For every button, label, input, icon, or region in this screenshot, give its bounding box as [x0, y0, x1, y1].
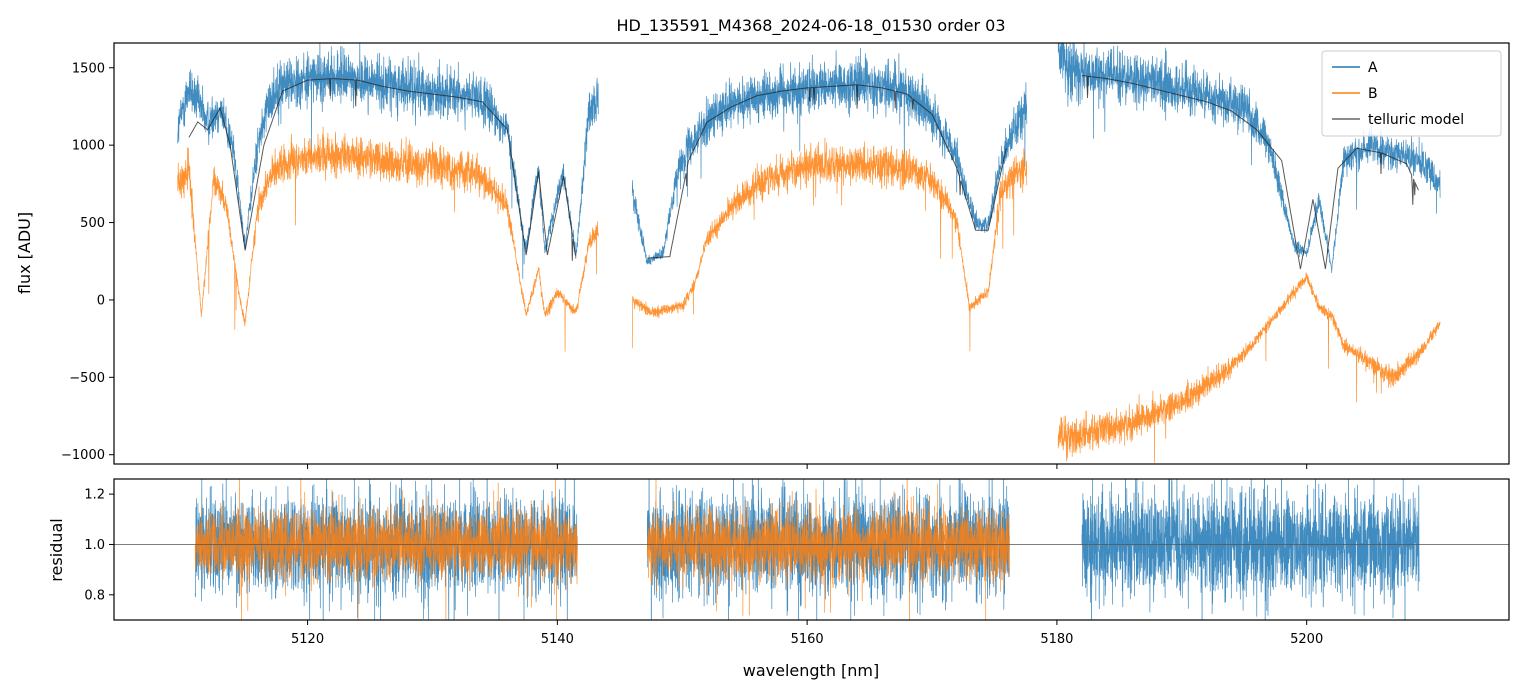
residual-plot-area	[114, 479, 1509, 620]
legend-label-a: A	[1368, 60, 1378, 76]
series-b	[177, 126, 1441, 463]
chart-title: HD_135591_M4368_2024-06-18_01530 order 0…	[616, 16, 1005, 36]
residual-panel-frame	[113, 478, 1510, 621]
flux-panel-frame	[113, 42, 1510, 465]
flux-y-label: flux [ADU]	[15, 212, 34, 294]
y-tick-label: 1.0	[84, 538, 105, 553]
y-tick-label: 0	[97, 293, 105, 308]
x-tick-label: 5200	[1290, 632, 1323, 647]
x-tick-label: 5180	[1040, 632, 1073, 647]
legend-label-telluric: telluric model	[1368, 112, 1464, 128]
series-line-segment	[1057, 272, 1441, 463]
x-tick-label: 5140	[541, 632, 574, 647]
y-tick-label: 500	[80, 216, 105, 231]
legend-box	[1321, 50, 1502, 137]
residual-y-ticks: 0.8 1.0 1.2	[84, 488, 114, 603]
series-line-segment	[647, 84, 1007, 259]
y-tick-label: 1.2	[84, 488, 105, 503]
series-line-segment	[1081, 75, 1419, 270]
residual-x-ticks: 5120 5140 5160 5180 5200	[291, 620, 1323, 647]
flux-panel: −1000 −500 0 500 1000 1500 flux [ADU] A B tel…	[15, 42, 1510, 469]
y-tick-label: −500	[69, 371, 105, 386]
y-tick-label: 0.8	[84, 588, 105, 603]
series-line-segment	[188, 78, 576, 261]
flux-plot-area	[177, 43, 1441, 463]
residual-y-label: residual	[47, 518, 66, 581]
series-line-segment	[1057, 43, 1441, 273]
residual-line-segment	[194, 479, 578, 620]
series-telluric-model	[188, 75, 1419, 270]
legend: A B telluric model	[1321, 50, 1502, 137]
x-tick-label: 5120	[291, 632, 324, 647]
flux-x-ticks	[307, 464, 1308, 469]
legend-label-b: B	[1368, 86, 1378, 102]
residual-line-segment	[1081, 479, 1420, 620]
residual-panel: 0.81.01.2 5120 5140 5160 5180 5200 residual …	[47, 478, 1510, 680]
x-tick-label: 5160	[791, 632, 824, 647]
series-line-segment	[631, 137, 1028, 352]
y-tick-label: −1000	[61, 448, 105, 463]
x-axis-label: wavelength [nm]	[743, 661, 880, 680]
series-line-segment	[177, 126, 599, 352]
flux-y-ticks: −1000 −500 0 500 1000 1500	[61, 61, 114, 463]
residual-line-segment	[646, 479, 1010, 620]
residual-series-b	[194, 479, 1010, 620]
y-tick-label: 1000	[72, 139, 105, 154]
y-tick-label: 1500	[72, 61, 105, 76]
